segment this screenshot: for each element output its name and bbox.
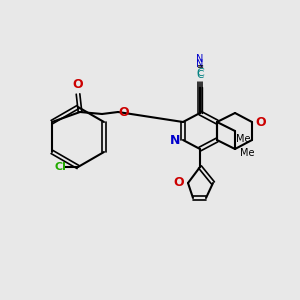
Text: O: O [73, 79, 83, 92]
Text: O: O [174, 176, 184, 190]
Text: O: O [119, 106, 129, 118]
Text: Me: Me [240, 148, 254, 158]
Text: Me: Me [236, 134, 250, 144]
Text: Cl: Cl [54, 162, 66, 172]
Text: ≡: ≡ [196, 62, 203, 71]
Text: N: N [196, 59, 204, 69]
Text: C: C [196, 68, 204, 78]
Text: C: C [196, 70, 204, 80]
Text: N: N [196, 54, 204, 64]
Text: N: N [170, 134, 180, 146]
Text: O: O [256, 116, 266, 128]
